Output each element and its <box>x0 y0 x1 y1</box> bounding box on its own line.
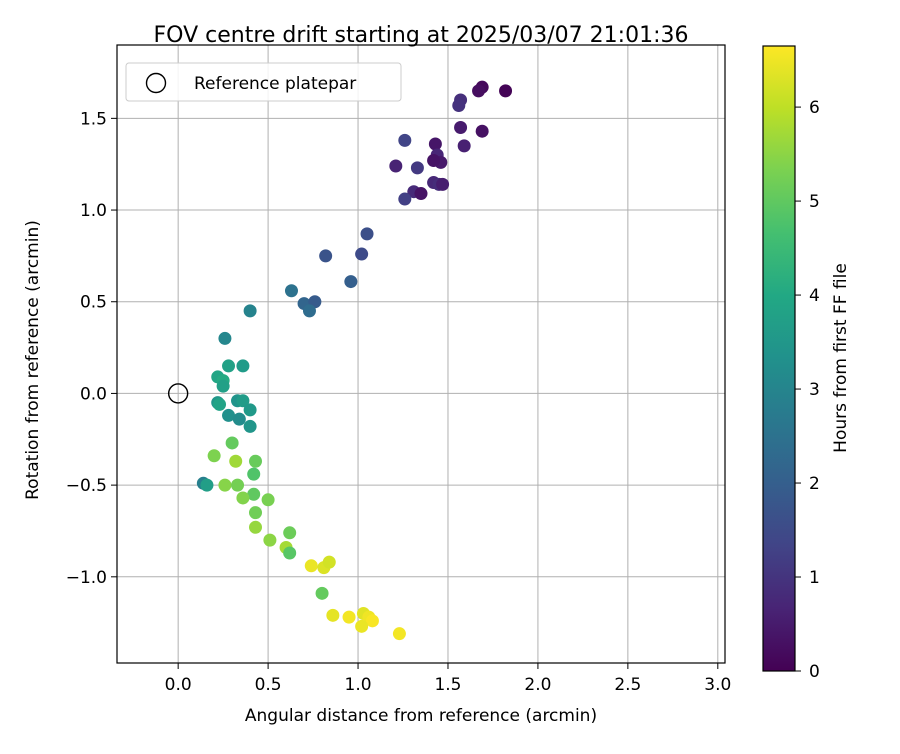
x-tick-label: 2.5 <box>614 675 641 695</box>
data-point <box>410 161 424 175</box>
colorbar-label: Hours from first FF file <box>831 263 851 453</box>
data-point <box>315 586 329 600</box>
data-point <box>355 619 369 633</box>
data-point <box>355 247 369 261</box>
data-point <box>236 359 250 373</box>
data-point <box>472 84 486 98</box>
y-tick-label: 0.0 <box>80 384 107 404</box>
data-point <box>283 546 297 560</box>
data-point <box>231 478 245 492</box>
data-point <box>236 394 250 408</box>
data-point <box>261 493 275 507</box>
data-point <box>304 559 318 573</box>
x-tick-label: 0.0 <box>165 675 192 695</box>
y-tick-label: 1.5 <box>80 109 107 129</box>
x-tick-label: 1.0 <box>345 675 372 695</box>
data-point <box>200 478 214 492</box>
plot-frame <box>116 44 726 664</box>
data-point <box>326 608 340 622</box>
data-point <box>232 412 246 426</box>
data-point <box>222 359 236 373</box>
data-point <box>428 137 442 151</box>
x-tick-label: 1.5 <box>434 675 461 695</box>
x-tick-label: 0.5 <box>255 675 282 695</box>
data-point <box>222 408 236 422</box>
data-point <box>414 187 428 201</box>
data-point <box>302 304 316 318</box>
colorbar-tick-label: 2 <box>809 474 820 494</box>
data-point <box>243 419 257 433</box>
data-point <box>218 478 232 492</box>
colorbar-gradient <box>762 45 796 672</box>
colorbar-tick-label: 6 <box>809 98 820 118</box>
x-axis-label: Angular distance from reference (arcmin) <box>245 706 597 726</box>
data-point <box>454 121 468 135</box>
data-point <box>207 449 221 463</box>
x-tick-label: 2.0 <box>524 675 551 695</box>
data-point <box>229 454 243 468</box>
data-point <box>249 520 263 534</box>
y-tick-label: 1.0 <box>80 201 107 221</box>
data-point <box>218 331 232 345</box>
chart-title: FOV centre drift starting at 2025/03/07 … <box>154 23 689 48</box>
x-tick-label: 3.0 <box>704 675 731 695</box>
data-point <box>249 506 263 520</box>
colorbar-tick-label: 4 <box>809 286 820 306</box>
data-point <box>475 124 489 138</box>
colorbar-tick-label: 0 <box>809 662 820 682</box>
reference-marker <box>167 383 189 404</box>
colorbar-tick-label: 3 <box>809 380 820 400</box>
data-point <box>499 84 513 98</box>
legend-marker-icon <box>145 72 167 94</box>
data-points <box>196 80 513 641</box>
data-point <box>319 249 333 263</box>
grid-lines <box>117 45 725 663</box>
data-point <box>216 379 230 393</box>
data-point <box>392 627 406 641</box>
colorbar-tick-label: 1 <box>809 568 820 588</box>
data-point <box>398 133 412 147</box>
data-point <box>322 555 336 569</box>
data-point <box>243 304 257 318</box>
data-point <box>247 467 261 481</box>
data-point <box>225 436 239 450</box>
y-tick-label: −1.0 <box>66 568 107 588</box>
data-point <box>247 487 261 501</box>
data-point <box>398 192 412 206</box>
x-axis-ticks: 0.0 0.5 1.0 1.5 2.0 2.5 3.0 <box>165 663 731 695</box>
colorbar-tick-label: 5 <box>809 192 820 212</box>
data-point <box>436 177 450 191</box>
legend: Reference platepar <box>125 62 402 102</box>
data-point <box>452 99 466 113</box>
data-point <box>243 403 257 417</box>
y-tick-label: −0.5 <box>66 476 107 496</box>
data-point <box>457 139 471 153</box>
data-point <box>249 454 263 468</box>
data-point <box>342 610 356 624</box>
colorbar: 0 1 2 3 4 5 6 Hours from first FF file <box>762 45 851 682</box>
y-tick-label: 0.5 <box>80 293 107 313</box>
data-point <box>360 227 374 241</box>
y-axis-label: Rotation from reference (arcmin) <box>23 220 43 500</box>
colorbar-ticks: 0 1 2 3 4 5 6 <box>795 98 820 682</box>
data-point <box>389 159 403 173</box>
legend-box <box>125 62 402 102</box>
data-point <box>283 526 297 540</box>
data-point <box>427 154 441 168</box>
y-axis-ticks: −1.0 −0.5 0.0 0.5 1.0 1.5 <box>66 109 117 588</box>
data-point <box>365 614 379 628</box>
data-point <box>344 275 358 289</box>
data-point <box>213 397 227 411</box>
data-point <box>263 533 277 547</box>
data-point <box>284 284 298 298</box>
reference-marker-layer <box>167 383 189 404</box>
data-point <box>236 491 250 505</box>
legend-entry-label: Reference platepar <box>194 74 356 94</box>
